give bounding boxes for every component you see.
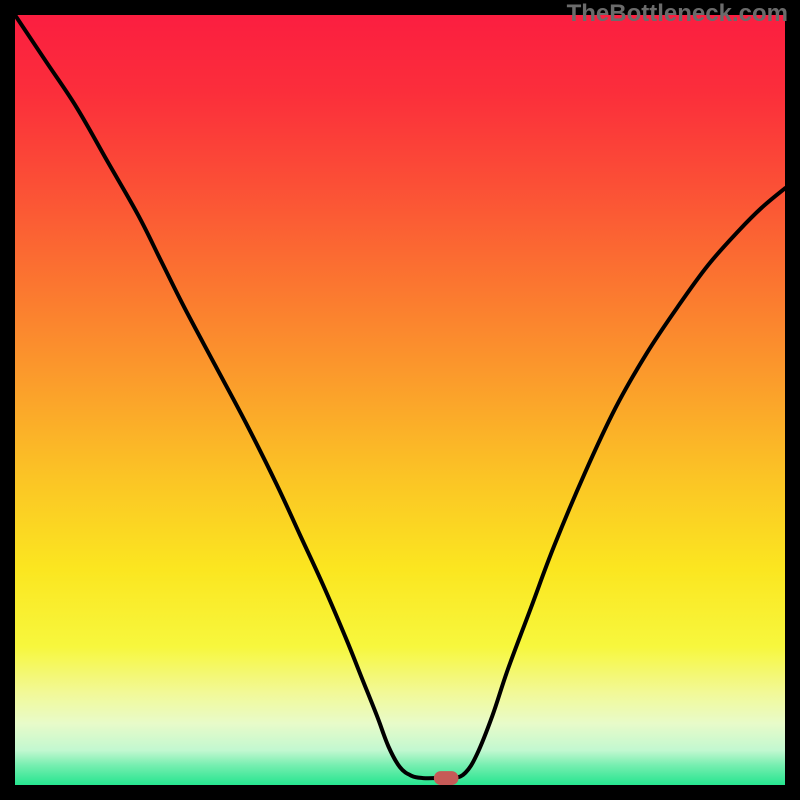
watermark-text: TheBottleneck.com [567, 0, 788, 28]
optimal-marker [434, 771, 459, 785]
bottleneck-chart [0, 0, 800, 800]
gradient-background [15, 15, 785, 785]
